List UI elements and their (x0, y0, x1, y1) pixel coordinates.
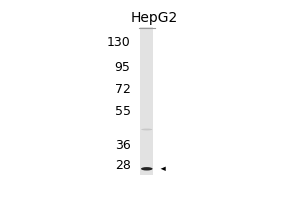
Text: 72: 72 (115, 83, 130, 96)
Text: 55: 55 (115, 105, 130, 118)
Polygon shape (160, 167, 166, 171)
Bar (140, 27, 153, 175)
Text: 130: 130 (107, 36, 130, 49)
Text: 36: 36 (115, 139, 130, 152)
Text: 28: 28 (115, 159, 130, 172)
Text: 95: 95 (115, 61, 130, 74)
Ellipse shape (141, 129, 152, 130)
Text: HepG2: HepG2 (130, 11, 177, 25)
Ellipse shape (141, 167, 153, 170)
